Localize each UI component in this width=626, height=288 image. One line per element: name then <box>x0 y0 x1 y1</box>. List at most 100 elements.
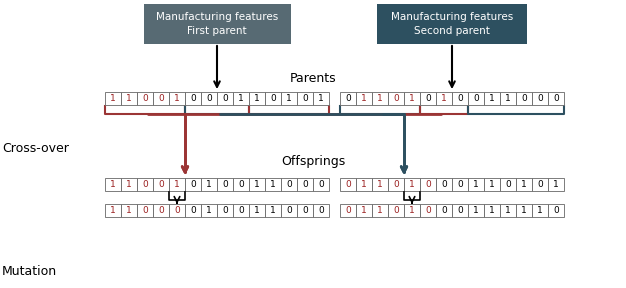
Text: 0: 0 <box>393 206 399 215</box>
Bar <box>249 178 265 191</box>
Text: 1: 1 <box>238 94 244 103</box>
Bar <box>532 92 548 105</box>
Bar <box>153 178 169 191</box>
Bar <box>281 92 297 105</box>
Bar <box>265 204 281 217</box>
Text: 0: 0 <box>142 180 148 189</box>
Bar <box>249 204 265 217</box>
Text: 1: 1 <box>409 206 415 215</box>
Text: 1: 1 <box>110 206 116 215</box>
Text: 0: 0 <box>505 180 511 189</box>
Bar <box>388 204 404 217</box>
Bar <box>153 204 169 217</box>
Bar <box>217 204 233 217</box>
Text: 0: 0 <box>393 180 399 189</box>
Bar <box>313 178 329 191</box>
Bar <box>281 178 297 191</box>
Bar <box>153 92 169 105</box>
Text: 0: 0 <box>142 206 148 215</box>
Text: 1: 1 <box>174 180 180 189</box>
Text: 1: 1 <box>489 206 495 215</box>
Bar <box>217 178 233 191</box>
Bar <box>233 92 249 105</box>
Text: 1: 1 <box>505 206 511 215</box>
Text: 1: 1 <box>254 180 260 189</box>
Text: 1: 1 <box>318 94 324 103</box>
Text: 1: 1 <box>206 180 212 189</box>
Bar <box>484 178 500 191</box>
Text: 0: 0 <box>270 94 276 103</box>
Bar <box>500 204 516 217</box>
Bar <box>297 204 313 217</box>
Bar <box>420 92 436 105</box>
FancyBboxPatch shape <box>377 4 527 44</box>
Text: 1: 1 <box>473 206 479 215</box>
Bar <box>340 204 356 217</box>
Text: 1: 1 <box>361 94 367 103</box>
Text: 0: 0 <box>553 206 559 215</box>
Bar <box>388 178 404 191</box>
Text: 1: 1 <box>110 180 116 189</box>
Text: 0: 0 <box>158 180 164 189</box>
Bar <box>265 92 281 105</box>
Bar <box>169 204 185 217</box>
Bar <box>137 178 153 191</box>
Text: 1: 1 <box>110 94 116 103</box>
Text: 0: 0 <box>206 94 212 103</box>
Text: 1: 1 <box>377 206 383 215</box>
Bar <box>548 92 564 105</box>
Text: 1: 1 <box>126 180 132 189</box>
Text: Offsprings: Offsprings <box>281 155 345 168</box>
Bar <box>169 92 185 105</box>
Bar <box>548 204 564 217</box>
Bar <box>137 92 153 105</box>
Bar <box>121 92 137 105</box>
Text: 0: 0 <box>190 180 196 189</box>
Text: 1: 1 <box>254 206 260 215</box>
Text: Cross-over: Cross-over <box>2 141 69 154</box>
Bar <box>516 178 532 191</box>
Text: 0: 0 <box>393 94 399 103</box>
Bar <box>356 92 372 105</box>
Bar <box>201 178 217 191</box>
Bar <box>532 178 548 191</box>
Bar <box>281 204 297 217</box>
Bar <box>233 204 249 217</box>
Text: 0: 0 <box>425 206 431 215</box>
Text: 0: 0 <box>441 206 447 215</box>
Bar <box>297 178 313 191</box>
Bar <box>356 178 372 191</box>
Text: 1: 1 <box>489 180 495 189</box>
Bar <box>185 92 201 105</box>
Text: 0: 0 <box>457 206 463 215</box>
Bar <box>372 178 388 191</box>
Bar <box>340 178 356 191</box>
Text: 0: 0 <box>238 180 244 189</box>
Bar <box>297 92 313 105</box>
Bar <box>484 92 500 105</box>
Bar <box>105 178 121 191</box>
Text: 1: 1 <box>174 94 180 103</box>
Text: 0: 0 <box>158 94 164 103</box>
Bar <box>404 92 420 105</box>
Bar <box>420 204 436 217</box>
Text: 1: 1 <box>537 206 543 215</box>
Bar <box>532 204 548 217</box>
Bar <box>217 92 233 105</box>
Bar <box>436 178 452 191</box>
Text: 1: 1 <box>270 180 276 189</box>
Text: 0: 0 <box>222 94 228 103</box>
Text: 1: 1 <box>206 206 212 215</box>
Text: 0: 0 <box>457 180 463 189</box>
Bar <box>500 178 516 191</box>
Text: 0: 0 <box>345 94 351 103</box>
Text: 0: 0 <box>521 94 527 103</box>
Bar <box>548 178 564 191</box>
Bar <box>313 92 329 105</box>
Text: 1: 1 <box>553 180 559 189</box>
Text: 1: 1 <box>409 180 415 189</box>
Text: 0: 0 <box>190 94 196 103</box>
Bar <box>121 204 137 217</box>
Text: 0: 0 <box>158 206 164 215</box>
Text: 0: 0 <box>238 206 244 215</box>
